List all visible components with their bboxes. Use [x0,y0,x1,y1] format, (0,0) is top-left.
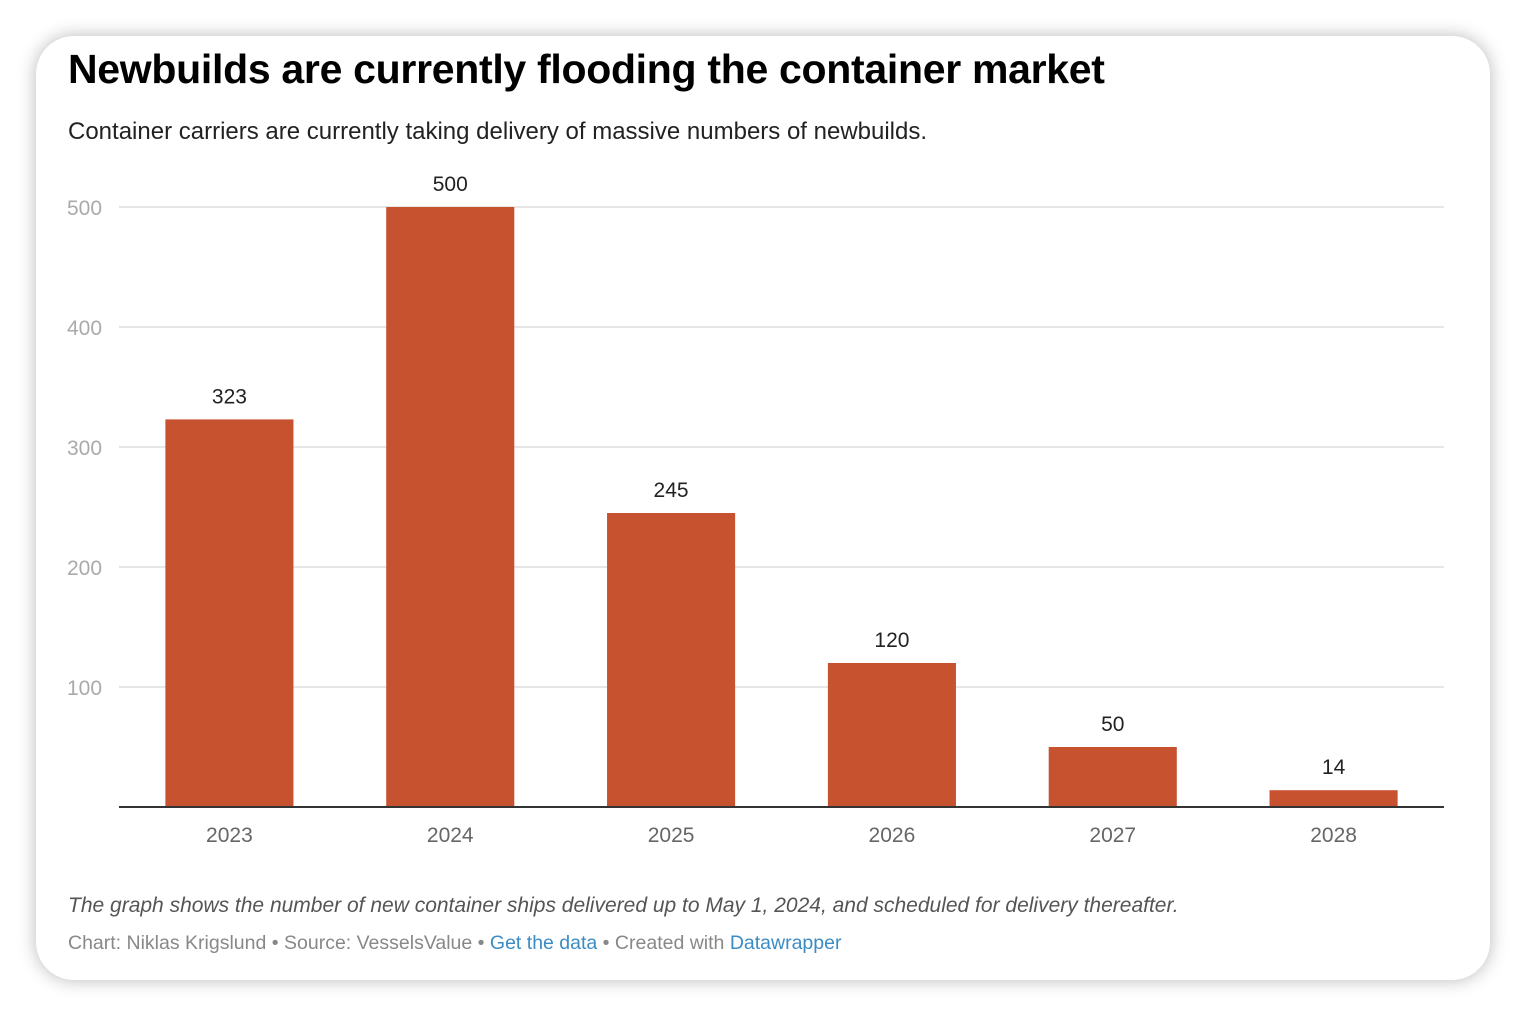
data-label-2026: 120 [874,629,909,652]
get-the-data-link[interactable]: Get the data [489,932,598,954]
bar-2025 [607,513,736,807]
y-tick-label-500: 500 [67,197,102,220]
data-label-2027: 50 [1101,713,1124,736]
datawrapper-link[interactable]: Datawrapper [729,932,842,954]
bar-2026 [827,663,956,807]
chart-card: Newbuilds are currently flooding the con… [36,36,1490,980]
chart-byline: Chart: Niklas Krigslund • Source: Vessel… [68,932,841,955]
x-tick-label-2028: 2028 [1310,824,1357,847]
x-tick-label-2024: 2024 [427,824,474,847]
chart-title: Newbuilds are currently flooding the con… [68,46,1105,92]
byline-separator: • [602,932,610,954]
byline-separator: • [271,932,279,954]
bar-2024 [386,207,515,807]
y-tick-label-300: 300 [67,437,102,460]
bar-chart: 100 200 300 400 500 323 2023 500 2024 245 2025 120 2… [67,173,1444,847]
y-tick-label-200: 200 [67,557,102,580]
x-tick-label-2027: 2027 [1089,824,1136,847]
x-tick-label-2023: 2023 [206,824,253,847]
data-label-2024: 500 [433,173,468,196]
data-label-2028: 14 [1322,756,1346,779]
x-tick-label-2026: 2026 [869,824,916,847]
bar-2028 [1269,790,1398,807]
data-label-2023: 323 [212,385,247,408]
chart-subtitle: Container carriers are currently taking … [68,118,928,145]
x-tick-label-2025: 2025 [648,824,695,847]
chart-credit: Chart: Niklas Krigslund [68,932,267,954]
source-text: Source: VesselsValue [284,932,473,954]
y-tick-label-100: 100 [67,677,102,700]
byline-separator: • [477,932,485,954]
y-tick-label-400: 400 [67,317,102,340]
created-with-text: Created with [614,932,725,954]
chart-notes: The graph shows the number of new contai… [68,894,1179,917]
data-label-2025: 245 [654,479,689,502]
bar-2027 [1048,747,1177,807]
bar-2023 [165,419,294,807]
